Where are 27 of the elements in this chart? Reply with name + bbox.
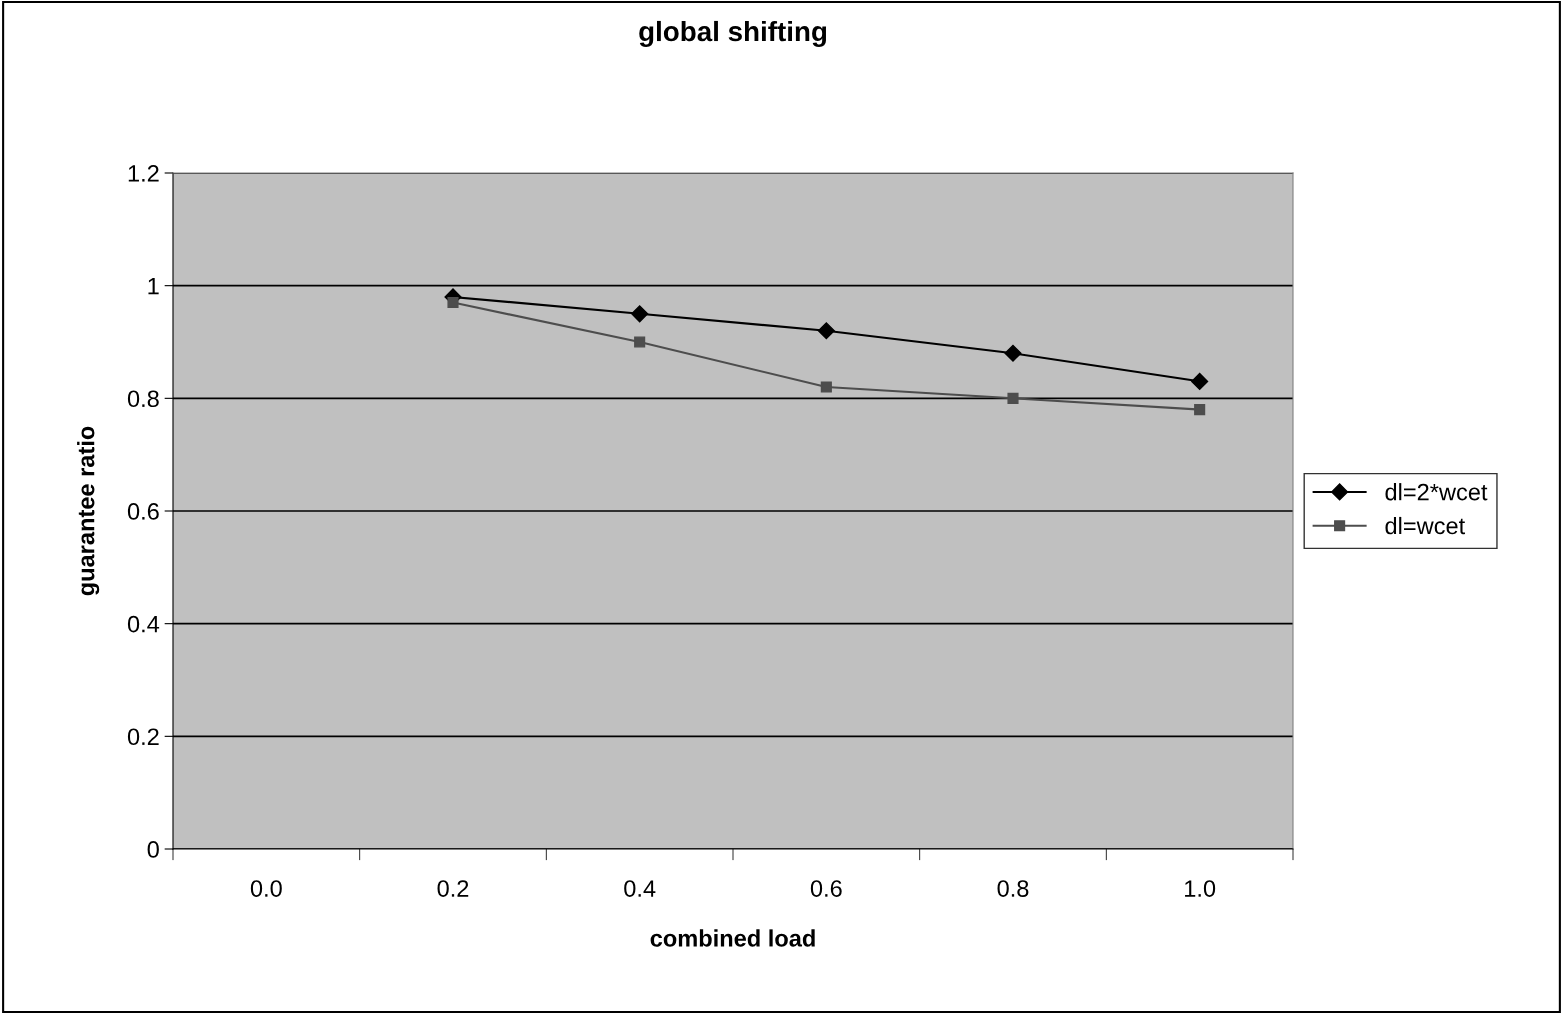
point <box>817 322 835 340</box>
x-tick-label: 0.0 <box>250 880 282 897</box>
y-tick-label: 1.2 <box>128 165 159 182</box>
x-tick-label: 0.6 <box>810 880 842 897</box>
y-tick-label: 0.8 <box>127 390 159 408</box>
x-axis-title: combined load <box>650 929 815 947</box>
y-tick-label: 0.2 <box>127 728 159 746</box>
x-tick-label: 0.4 <box>624 880 656 897</box>
y-axis-title: guarantee ratio <box>77 426 100 596</box>
y-tick-label: 0.4 <box>127 615 160 633</box>
point <box>1004 344 1022 362</box>
point <box>1191 372 1209 390</box>
x-tick-label: 0.2 <box>437 880 469 897</box>
x-tick-label: 0.8 <box>997 880 1029 897</box>
point <box>634 336 646 348</box>
y-tick-label: 1 <box>148 277 159 295</box>
point <box>1007 392 1019 404</box>
x-tick-label: 1.0 <box>1185 880 1216 897</box>
point <box>1194 404 1206 416</box>
legend-label: dl=2*wcet <box>1385 483 1488 501</box>
y-tick-label: 0.6 <box>127 503 159 520</box>
point <box>447 297 459 309</box>
y-tick-label: 0 <box>147 841 159 858</box>
point <box>820 381 832 393</box>
chart-title: global shifting <box>639 20 827 47</box>
point <box>631 305 649 323</box>
legend-label: dl=wcet <box>1385 516 1466 535</box>
